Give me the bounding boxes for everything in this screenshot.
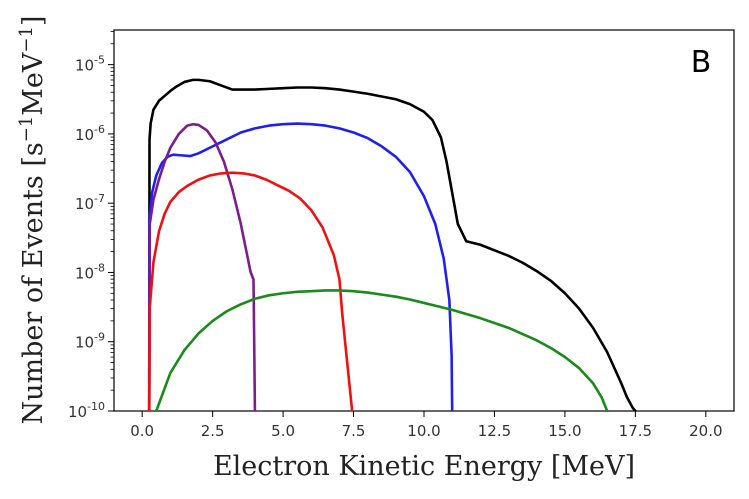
y-tick-label: 10-7 bbox=[75, 192, 105, 213]
x-axis-title: Electron Kinetic Energy [MeV] bbox=[213, 451, 635, 482]
series-group bbox=[147, 78, 637, 411]
y-axis-title-end: ] bbox=[18, 16, 49, 27]
x-tick-label: 20.0 bbox=[689, 422, 722, 440]
y-tick-exponent: -8 bbox=[94, 261, 105, 274]
y-axis-title-sup2: −1 bbox=[16, 26, 37, 53]
y-tick-label: 10-6 bbox=[75, 123, 105, 144]
y-tick-label: 10-10 bbox=[68, 400, 105, 421]
y-axis-title-mid: MeV bbox=[18, 52, 49, 116]
x-tick-label: 12.5 bbox=[478, 422, 511, 440]
x-tick-label: 17.5 bbox=[619, 422, 652, 440]
series-line-green bbox=[154, 289, 609, 411]
x-tick-label: 5.0 bbox=[271, 422, 295, 440]
y-tick-base: 10 bbox=[75, 195, 94, 213]
series-line-blue bbox=[147, 122, 454, 411]
y-tick-base: 10 bbox=[75, 126, 94, 144]
plot-frame bbox=[113, 29, 735, 412]
y-tick-base: 10 bbox=[75, 57, 94, 75]
series-line-red bbox=[147, 171, 354, 411]
y-axis-title-main: Number of Events [s bbox=[18, 142, 49, 424]
y-tick-exponent: -6 bbox=[94, 123, 105, 136]
x-tick-label: 15.0 bbox=[548, 422, 581, 440]
x-tick-label: 7.5 bbox=[342, 422, 366, 440]
panel-label: B bbox=[691, 45, 712, 80]
y-tick-label: 10-9 bbox=[75, 331, 105, 352]
series-line-purple bbox=[147, 122, 257, 411]
y-tick-exponent: -5 bbox=[94, 54, 105, 67]
y-tick-exponent: -7 bbox=[94, 192, 105, 205]
y-tick-base: 10 bbox=[75, 264, 94, 282]
y-tick-base: 10 bbox=[68, 403, 87, 421]
y-axis-title-sup1: −1 bbox=[16, 116, 37, 143]
x-tick-label: 0.0 bbox=[130, 422, 154, 440]
y-tick-label: 10-8 bbox=[75, 261, 105, 282]
y-tick-base: 10 bbox=[75, 334, 94, 352]
series-line-total bbox=[147, 78, 637, 411]
x-axis-ticks: 0.0 2.5 5.0 7.5 10.0 12.5 15.0 17.5 20.0 bbox=[130, 411, 723, 440]
y-tick-exponent: -10 bbox=[87, 400, 105, 413]
y-tick-label: 10-5 bbox=[75, 54, 105, 75]
x-tick-label: 2.5 bbox=[201, 422, 225, 440]
x-tick-label: 10.0 bbox=[407, 422, 440, 440]
y-axis-title: Number of Events [s−1MeV−1] bbox=[16, 16, 49, 425]
y-tick-exponent: -9 bbox=[94, 331, 105, 344]
